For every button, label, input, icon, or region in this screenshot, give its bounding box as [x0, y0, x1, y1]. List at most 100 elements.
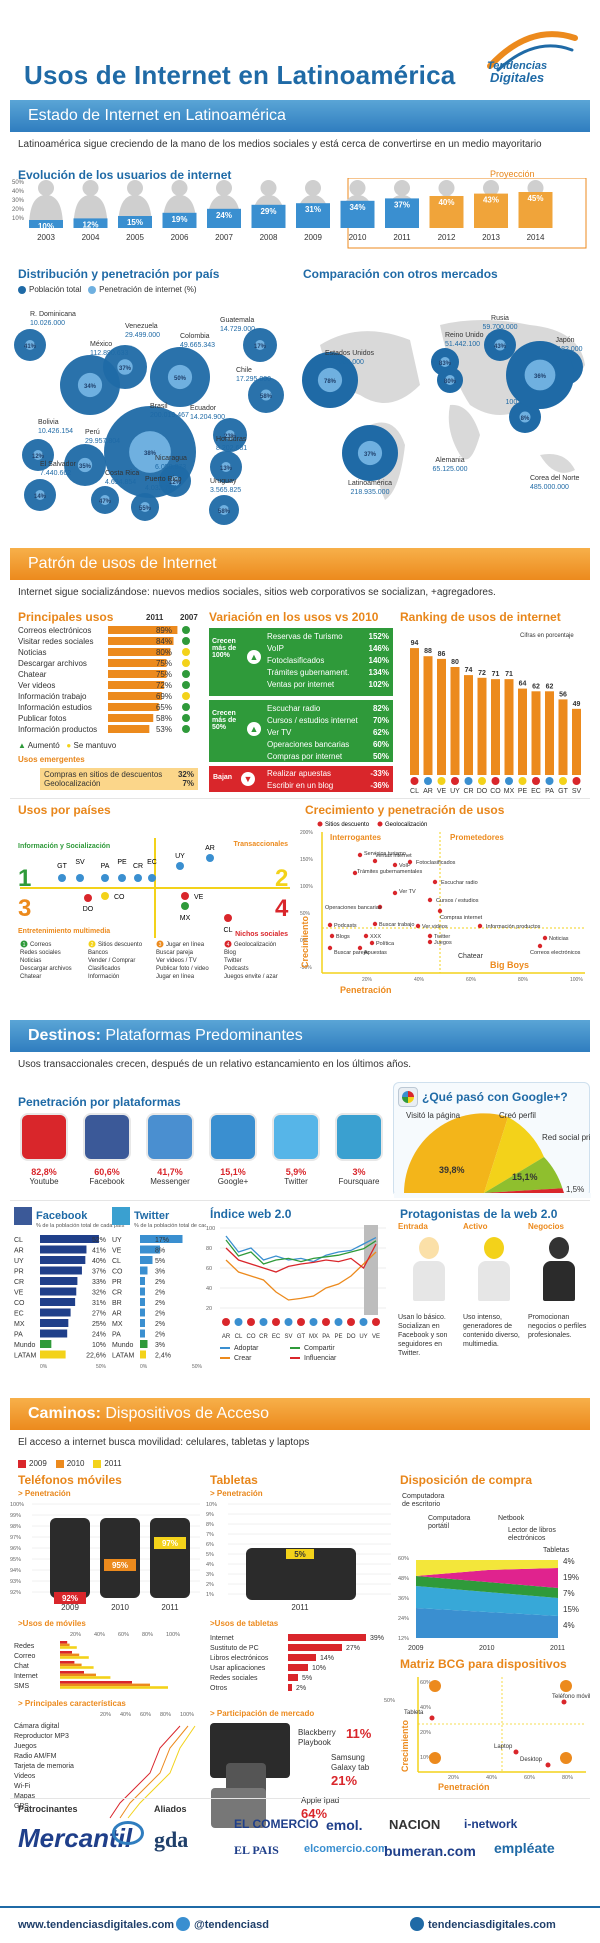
purchase-y-tick: 36% [398, 1596, 409, 1602]
flag-icon [284, 1318, 293, 1326]
use-value: 84% [156, 637, 172, 646]
country-population: 14.204.900 [190, 414, 225, 421]
use-bar [108, 648, 171, 656]
country-name: Brasil [150, 403, 168, 410]
allies-logos: gda EL COMERCIO emol. NACION i-network EL PAI… [154, 1815, 590, 1895]
variation-label: VoIP [267, 644, 284, 653]
banner-rest: Plataformas Predominantes [105, 1027, 303, 1044]
tw-value: 8% [155, 1248, 165, 1255]
tw-country: UY [112, 1237, 122, 1244]
ranking-country: EC [531, 788, 541, 795]
quad-info-label: Información y Socialización [18, 843, 110, 850]
quad-list-number: 4 [227, 942, 230, 948]
fb-value: 25% [92, 1321, 106, 1328]
gp-point-label: Escuchar radio [441, 880, 478, 886]
tablet-use-bar [288, 1684, 292, 1691]
flag-icon [491, 777, 500, 785]
google-plus-title: ¿Qué pasó con Google+? [422, 1090, 568, 1104]
messenger-icon [146, 1113, 194, 1161]
purchase-area-desktop [416, 1608, 558, 1638]
quad-country: CO [114, 894, 125, 901]
feature-label: Wi-Fi [14, 1783, 31, 1790]
quad-list-item: Buscar pareja [156, 950, 194, 956]
gp-y-tick: 50% [300, 911, 311, 917]
quad-country: MX [180, 915, 191, 922]
ranking-value: 62 [546, 683, 554, 690]
platform-name: Facebook [89, 1177, 125, 1186]
mobiles-title: Teléfonos móviles [18, 1473, 122, 1487]
section1-banner: Estado de Internet en Latinoamérica [10, 100, 590, 132]
ranking-country: MX [504, 788, 515, 795]
market-value: 11% [346, 1726, 372, 1741]
flag-icon [505, 777, 513, 785]
web-country: VE [372, 1334, 380, 1340]
ranking-bar [450, 667, 460, 775]
projection-label: Proyección [490, 169, 535, 179]
platform-name: Google+ [217, 1177, 249, 1186]
country-name: Uruguay [210, 478, 237, 485]
use-label: Información productos [18, 725, 97, 734]
y-tick: 50% [12, 180, 25, 186]
variation-row: Compras por internet 50% [267, 751, 389, 763]
fb-bar [40, 1329, 68, 1338]
footer-url[interactable]: www.tendenciasdigitales.com [18, 1919, 175, 1931]
facebook-twitter-chart: Facebook% de la población total de cada … [14, 1207, 206, 1370]
mobile-y-tick: 94% [10, 1568, 21, 1574]
mobile-y-tick: 93% [10, 1579, 21, 1585]
fb-bar [40, 1340, 52, 1348]
ranking-chart: 94 CL 88 AR 86 VE 80 UY 74 CR 72 DO 71 CO 71 MX 64 PE 62 EC… [410, 640, 581, 795]
penetration-value: 50% [174, 376, 187, 382]
purchase-label: Computadora [428, 1515, 471, 1522]
footer-domain[interactable]: tendenciasdigitales.com [428, 1919, 556, 1931]
platform-item: 41,7% Messenger [140, 1113, 200, 1186]
market-penetration-bubble [519, 411, 531, 423]
footer-twitter[interactable]: @tendenciasd [194, 1919, 269, 1931]
same-icon [182, 692, 190, 700]
use-value: 75% [156, 670, 172, 679]
gp-point [415, 923, 421, 929]
market-population: 51.442.100 [445, 341, 480, 348]
country-name: Perú [85, 429, 100, 436]
gp-y-tick: 150% [300, 857, 313, 863]
ranking-note: Cifras en porcentaje [520, 633, 574, 639]
use-bar [108, 659, 167, 667]
arrow-down-icon: ▼ [241, 772, 255, 786]
mobiles-chart: 100%99%98%97%96%95%94%93%92%92%200995%20… [10, 1502, 200, 1819]
tablet-use-value: 14% [320, 1655, 334, 1662]
protagonist-col: Negocios Promocionan negocios o perfiles … [528, 1222, 590, 1340]
evolution-year: 2004 [82, 233, 100, 242]
purchase-chart: 60%48%36%24%12%2009 2010 2011Computadorade… [398, 1493, 579, 1652]
ranking-value: 86 [438, 651, 446, 658]
gp-point [372, 921, 378, 927]
tablet-y-tick: 7% [206, 1532, 214, 1538]
fb-country: CO [14, 1300, 25, 1307]
legend-2010: 2010 [66, 1459, 85, 1468]
use-label: Correos electrónicos [18, 626, 91, 635]
penetration-bubble [33, 450, 43, 460]
use-bar [108, 714, 154, 722]
gp-point-label: Juegos [434, 940, 452, 946]
purchase-y-tick: 60% [398, 1556, 409, 1562]
gp-point-label: Podcasts [334, 923, 357, 929]
mobile-use-bar [60, 1683, 150, 1687]
tablet-y-tick: 2% [206, 1582, 214, 1588]
use-value: 75% [156, 659, 172, 668]
variation-value: 146% [368, 644, 389, 653]
purchase-y-tick: 12% [398, 1636, 409, 1642]
evolution-bar [518, 192, 553, 228]
google-visited-value: 39,8% [439, 1165, 465, 1175]
emerging-value: 7% [182, 779, 194, 788]
year-legend: 2009 2010 2011 [18, 1459, 122, 1468]
banner-rest: Dispositivos de Acceso [105, 1405, 269, 1422]
mobile-use-bar [60, 1653, 80, 1657]
evolution-year: 2008 [260, 233, 278, 242]
person-icon [260, 180, 277, 196]
purchase-label: electrónicos [508, 1535, 546, 1542]
flag-icon [424, 777, 432, 785]
variation-row: Fotoclasificados 140% [267, 655, 389, 667]
evolution-year: 2014 [527, 233, 545, 242]
quad-trans-label: Transaccionales [234, 841, 289, 848]
person-icon [349, 180, 366, 196]
quad-number-4: 4 [275, 895, 289, 922]
use-label: Publicar fotos [18, 714, 66, 723]
